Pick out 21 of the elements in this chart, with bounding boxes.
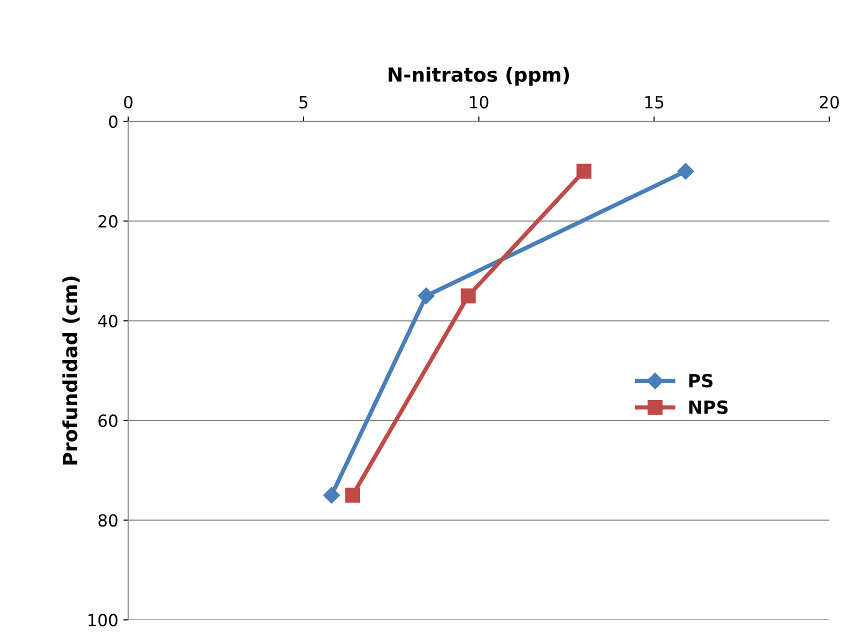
y-tick-label: 20 — [98, 215, 118, 228]
x-tick-label: 15 — [645, 96, 664, 108]
legend-label: PS — [689, 374, 713, 388]
point — [323, 486, 340, 504]
x-tick-label: 20 — [820, 96, 839, 108]
y-tick-label: 80 — [98, 514, 118, 527]
y-tick-label: 100 — [88, 614, 118, 626]
y-tick-label: 60 — [98, 414, 118, 428]
legend-label: NPS — [689, 400, 728, 414]
point — [576, 164, 592, 179]
y-tick-label: 0 — [109, 115, 118, 128]
point — [460, 288, 476, 304]
point — [677, 162, 694, 180]
x-axis-title: N-nitratos (ppm) — [388, 66, 569, 86]
x-tick-label: 10 — [470, 96, 488, 108]
x-tick-label: 0 — [124, 96, 132, 108]
x-tick-label: 5 — [300, 96, 308, 108]
point — [345, 488, 360, 503]
point — [418, 287, 435, 304]
y-tick-label: 40 — [98, 314, 118, 328]
y-axis-title: Profundidad (cm) — [62, 276, 80, 464]
